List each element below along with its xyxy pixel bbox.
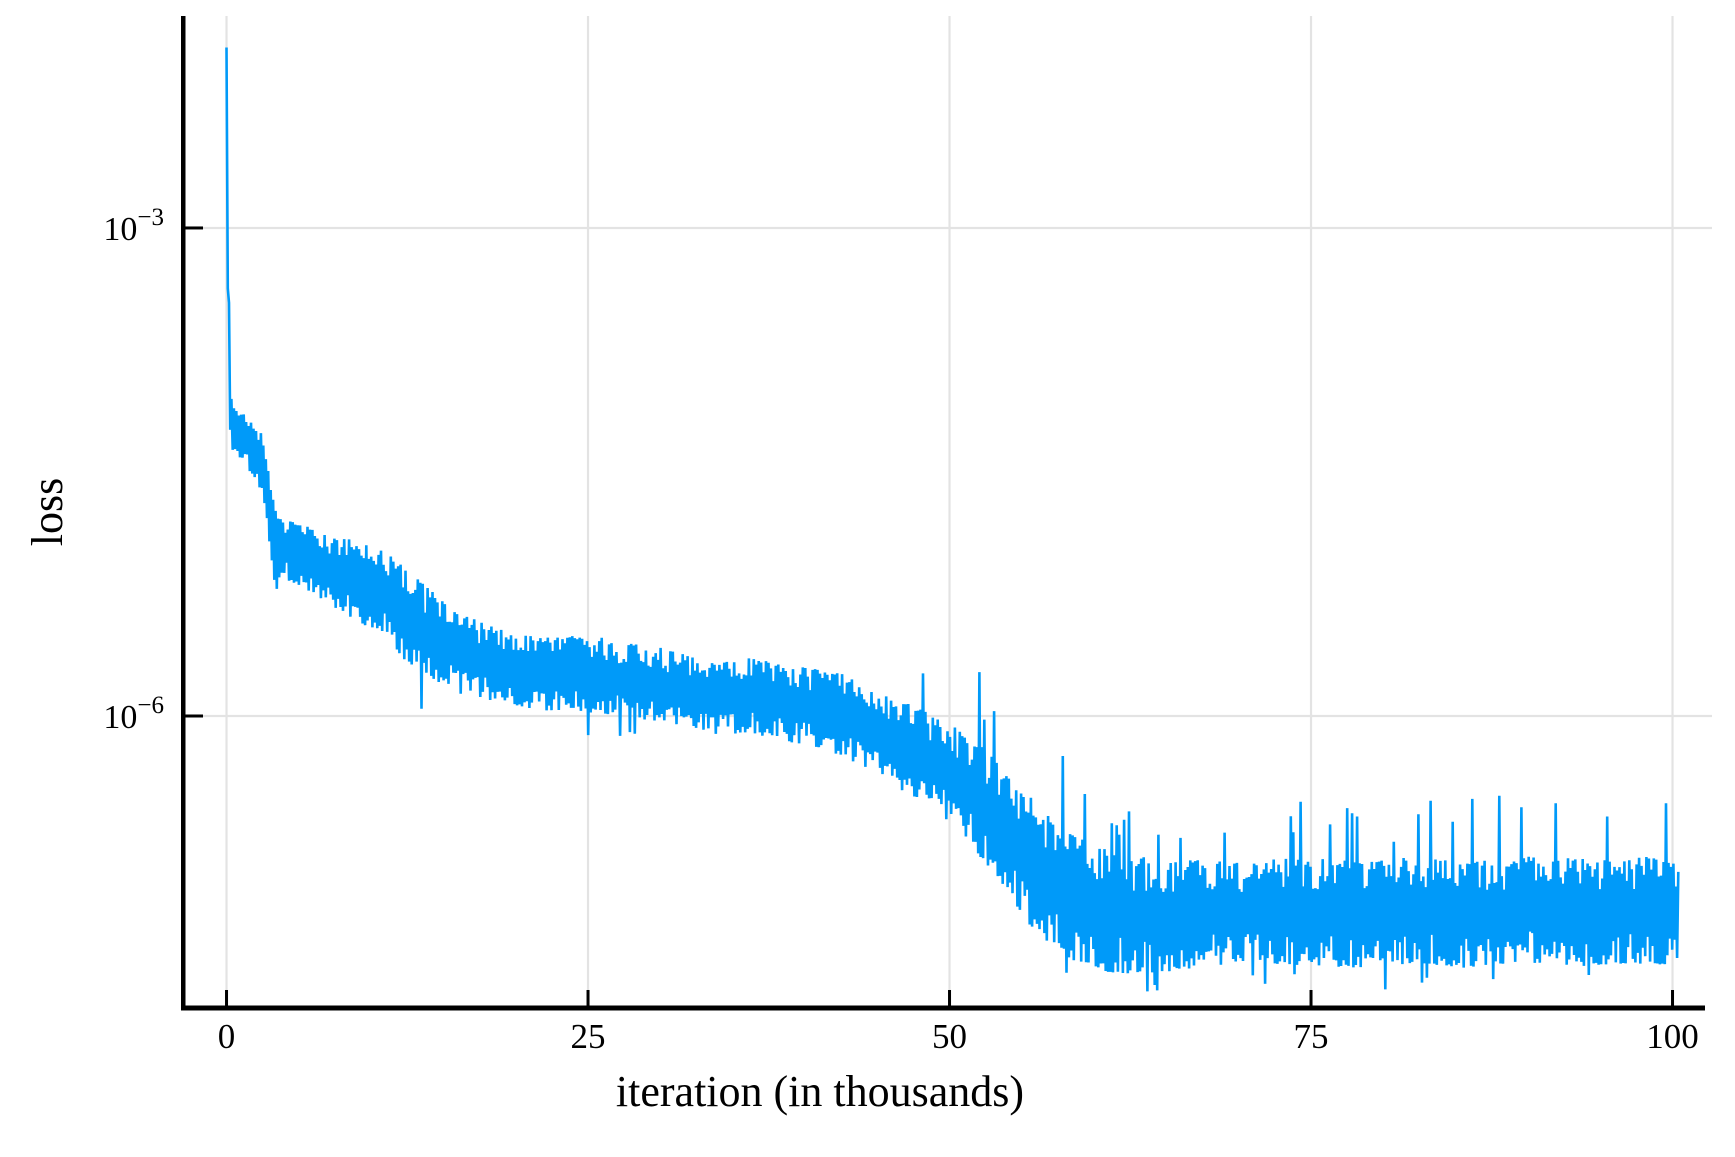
- y-axis-spine: [181, 16, 186, 1008]
- gridlines: [183, 16, 1712, 1008]
- x-axis-title: iteration (in thousands): [616, 1067, 1024, 1116]
- series-layer: [225, 47, 1680, 992]
- axes: [181, 16, 1705, 1011]
- x-tick-label-50: 50: [932, 1017, 967, 1056]
- x-tick-100: [1671, 990, 1675, 1008]
- y-tick-label-1e−6: 10−6: [103, 692, 164, 736]
- loss-curve: [225, 47, 1680, 992]
- tick-marks: [185, 226, 1675, 1008]
- x-tick-50: [948, 990, 952, 1008]
- y-tick-label-1e−3: 10−3: [103, 204, 164, 248]
- x-axis-spine: [181, 1005, 1705, 1011]
- x-tick-label-0: 0: [218, 1017, 236, 1056]
- y-tick-1e−6: [185, 714, 203, 718]
- x-tick-label-25: 25: [571, 1017, 606, 1056]
- x-tick-0: [225, 990, 229, 1008]
- x-tick-label-75: 75: [1294, 1017, 1329, 1056]
- x-tick-25: [586, 990, 590, 1008]
- y-axis-title: loss: [23, 478, 72, 546]
- x-tick-75: [1309, 990, 1313, 1008]
- x-tick-label-100: 100: [1646, 1017, 1699, 1056]
- tick-labels: 0 25 50 75 100 10−3 10−6: [103, 204, 1698, 1056]
- y-tick-1e−3: [185, 226, 203, 230]
